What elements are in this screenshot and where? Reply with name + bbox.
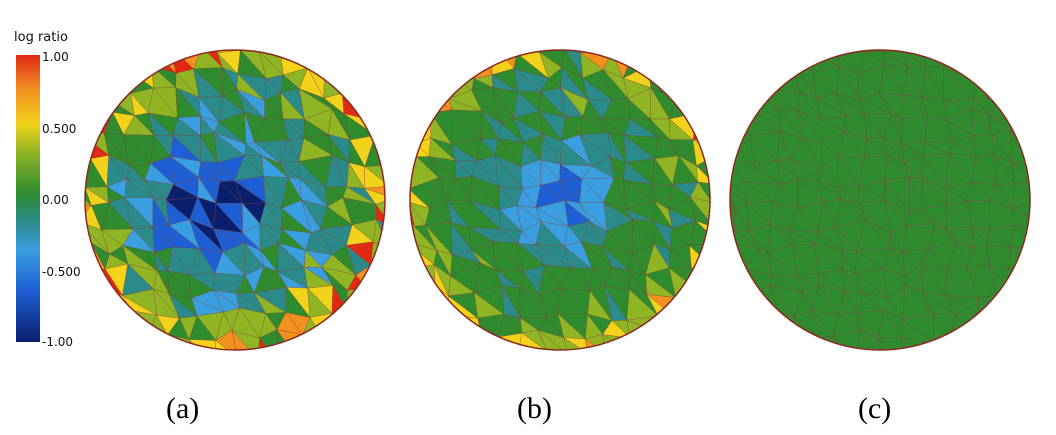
- tick-label-min: -1.00: [42, 335, 74, 349]
- tick-label-lower: -0.500: [42, 265, 81, 279]
- mesh-triangles: [730, 50, 1030, 350]
- colorbar: [16, 55, 40, 342]
- mesh-triangles: [410, 50, 710, 350]
- caption-a: (a): [166, 392, 200, 425]
- legend-title: log ratio: [14, 30, 68, 45]
- tick-label-upper: 0.500: [42, 122, 77, 136]
- mesh-sphere-b: [409, 49, 711, 351]
- mesh-sphere-a: [84, 49, 386, 351]
- mesh-triangles: [85, 50, 385, 350]
- caption-b: (b): [517, 392, 552, 425]
- caption-c: (c): [858, 392, 892, 425]
- mesh-sphere-c: [729, 49, 1031, 351]
- tick-label-zero: 0.00: [42, 193, 69, 207]
- tick-label-max: 1.00: [42, 50, 69, 64]
- sphere-rim: [84, 49, 386, 351]
- colorbar-gradient: [16, 55, 40, 342]
- sphere-rim: [729, 49, 1031, 351]
- sphere-rim: [409, 49, 711, 351]
